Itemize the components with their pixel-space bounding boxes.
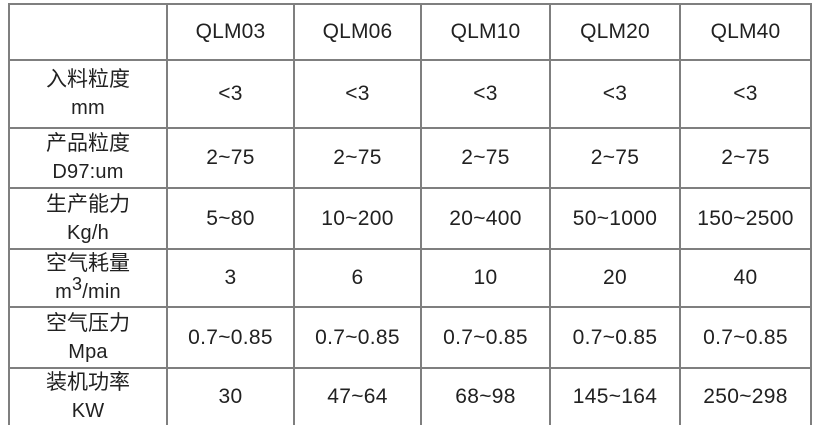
cell-value: 2~75 [166,127,295,189]
cell-value: 145~164 [549,367,681,425]
column-header-qlm03: QLM03 [166,3,295,61]
row-label-text: 产品粒度 [46,132,130,155]
cell-value: 0.7~0.85 [420,306,551,369]
row-label-air-pressure: 空气压力 Mpa [8,306,168,369]
cell-value: <3 [166,59,295,129]
cell-value: 150~2500 [679,187,812,250]
row-label-air-consumption: 空气耗量 m3/min [8,248,168,308]
row-label-text: 装机功率 [46,371,130,394]
cell-value: <3 [549,59,681,129]
row-unit-text: KW [71,400,105,422]
row-unit-text: m3/min [55,274,121,303]
row-unit-text: mm [71,97,105,119]
cell-value: 250~298 [679,367,812,425]
row-unit-text: Kg/h [67,221,109,244]
cell-value: 47~64 [293,367,422,425]
cell-value: 2~75 [420,127,551,189]
cell-value: 0.7~0.85 [293,306,422,369]
cell-value: <3 [420,59,551,129]
row-label-capacity: 生产能力 Kg/h [8,187,168,250]
table-row-feed-size: 入料粒度 mm <3 <3 <3 <3 <3 [8,59,812,129]
table-row-installed-power: 装机功率 KW 30 47~64 68~98 145~164 250~298 [8,367,812,425]
cell-value: 68~98 [420,367,551,425]
cell-value: <3 [679,59,812,129]
cell-value: 40 [679,248,812,308]
cell-value: 30 [166,367,295,425]
cell-value: 2~75 [679,127,812,189]
cell-value: 0.7~0.85 [679,306,812,369]
column-header-qlm20: QLM20 [549,3,681,61]
unit-superscript: 3 [72,274,83,294]
table-row-air-consumption: 空气耗量 m3/min 3 6 10 20 40 [8,248,812,308]
row-label-text: 空气耗量 [46,252,130,275]
unit-post: /min [82,281,121,303]
row-label-text: 入料粒度 [46,68,130,91]
cell-value: 10 [420,248,551,308]
header-row: QLM03 QLM06 QLM10 QLM20 QLM40 [8,3,812,61]
cell-value: 50~1000 [549,187,681,250]
cell-value: 0.7~0.85 [166,306,295,369]
column-header-qlm06: QLM06 [293,3,422,61]
unit-pre: m [55,281,73,303]
row-unit-text: D97:um [52,161,124,183]
row-label-text: 空气压力 [46,311,130,335]
row-label-feed-size: 入料粒度 mm [8,59,168,129]
column-header-qlm40: QLM40 [679,3,812,61]
row-unit-text: Mpa [68,340,108,363]
cell-value: 20 [549,248,681,308]
cell-value: 5~80 [166,187,295,250]
table-row-product-size: 产品粒度 D97:um 2~75 2~75 2~75 2~75 2~75 [8,127,812,189]
cell-value: 2~75 [293,127,422,189]
table-row-air-pressure: 空气压力 Mpa 0.7~0.85 0.7~0.85 0.7~0.85 0.7~… [8,306,812,369]
table-row-capacity: 生产能力 Kg/h 5~80 10~200 20~400 50~1000 150… [8,187,812,250]
cell-value: 2~75 [549,127,681,189]
cell-value: 0.7~0.85 [549,306,681,369]
corner-cell [8,3,168,61]
cell-value: 20~400 [420,187,551,250]
cell-value: 6 [293,248,422,308]
spec-table: QLM03 QLM06 QLM10 QLM20 QLM40 入料粒度 mm <3… [8,3,812,425]
row-label-product-size: 产品粒度 D97:um [8,127,168,189]
column-header-qlm10: QLM10 [420,3,551,61]
row-label-text: 生产能力 [46,192,130,216]
row-label-installed-power: 装机功率 KW [8,367,168,425]
cell-value: 3 [166,248,295,308]
cell-value: <3 [293,59,422,129]
cell-value: 10~200 [293,187,422,250]
